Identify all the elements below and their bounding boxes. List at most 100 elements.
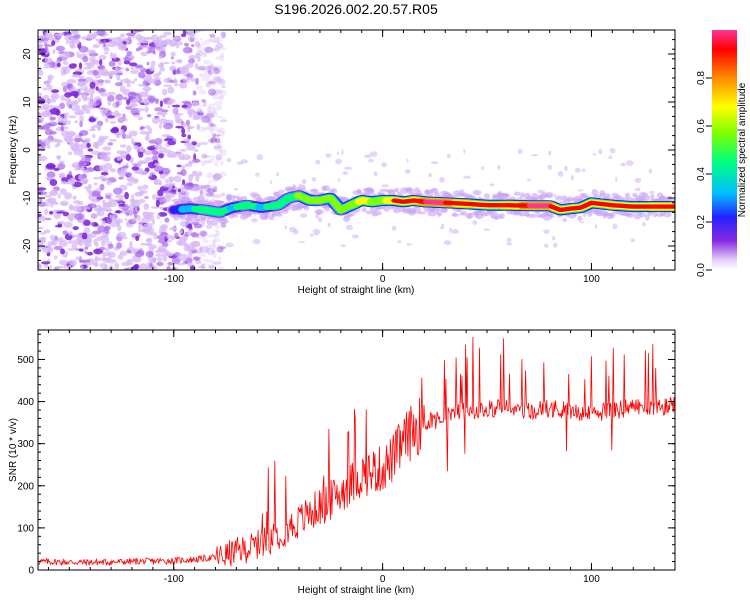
noise-speck bbox=[101, 220, 106, 226]
noise-speck bbox=[125, 172, 132, 177]
noise-speck bbox=[58, 160, 65, 164]
noise-speck bbox=[99, 154, 109, 161]
noise-speck bbox=[126, 50, 133, 56]
noise-speck bbox=[191, 250, 197, 253]
noise-speck bbox=[105, 207, 112, 213]
noise-speck bbox=[570, 175, 574, 181]
noise-speck bbox=[220, 119, 228, 123]
noise-speck bbox=[72, 195, 77, 200]
noise-speck bbox=[207, 70, 213, 75]
noise-speck bbox=[218, 265, 224, 270]
ridge-halo bbox=[440, 208, 448, 213]
noise-speck bbox=[615, 176, 618, 182]
noise-speck bbox=[190, 232, 199, 238]
noise-speck bbox=[171, 237, 175, 241]
noise-speck bbox=[213, 89, 224, 94]
noise-speck bbox=[195, 143, 201, 148]
noise-speck bbox=[517, 148, 523, 155]
noise-speck bbox=[108, 60, 116, 67]
noise-speck bbox=[472, 220, 478, 225]
noise-speck bbox=[62, 211, 70, 217]
noise-speck bbox=[209, 123, 217, 128]
noise-speck bbox=[148, 45, 156, 54]
noise-speck bbox=[137, 214, 141, 222]
noise-speck bbox=[202, 127, 209, 131]
noise-speck bbox=[381, 184, 389, 188]
noise-speck bbox=[82, 169, 91, 174]
noise-speck bbox=[163, 84, 172, 87]
noise-speck bbox=[167, 140, 177, 146]
noise-speck bbox=[38, 43, 44, 49]
noise-speck bbox=[140, 217, 151, 224]
noise-speck bbox=[181, 127, 186, 135]
noise-speck bbox=[148, 260, 156, 264]
noise-speck bbox=[115, 93, 124, 101]
noise-speck bbox=[132, 217, 137, 222]
ridge-halo bbox=[357, 188, 362, 194]
ridge-halo bbox=[434, 191, 440, 198]
noise-speck bbox=[213, 45, 221, 51]
noise-speck bbox=[139, 160, 150, 164]
noise-speck bbox=[90, 213, 98, 220]
noise-speck bbox=[68, 63, 77, 69]
noise-speck bbox=[439, 176, 445, 183]
noise-speck bbox=[139, 263, 148, 270]
noise-speck bbox=[160, 224, 169, 230]
noise-speck bbox=[327, 222, 331, 227]
spectrogram-y-tick-label: -20 bbox=[22, 238, 33, 253]
noise-speck bbox=[115, 210, 121, 214]
noise-speck bbox=[119, 206, 123, 210]
noise-speck bbox=[72, 205, 82, 212]
noise-speck bbox=[198, 114, 207, 120]
noise-speck bbox=[188, 174, 194, 181]
spectrogram-x-tick-label: 100 bbox=[583, 274, 600, 285]
noise-speck bbox=[98, 175, 105, 180]
noise-speck bbox=[547, 164, 553, 171]
noise-speck bbox=[207, 264, 216, 269]
noise-speck bbox=[217, 79, 224, 83]
spectrogram-ridge bbox=[166, 184, 675, 227]
spectrogram-x-tick-label: 0 bbox=[380, 274, 386, 285]
noise-speck bbox=[298, 241, 306, 244]
noise-speck bbox=[191, 44, 195, 48]
noise-speck bbox=[156, 256, 162, 262]
noise-speck bbox=[84, 243, 92, 248]
noise-speck bbox=[145, 88, 149, 96]
noise-speck bbox=[216, 37, 220, 44]
noise-speck bbox=[180, 165, 186, 170]
ridge-halo bbox=[182, 197, 191, 202]
noise-speck bbox=[626, 160, 634, 166]
noise-speck bbox=[342, 171, 349, 176]
noise-speck bbox=[234, 188, 239, 191]
noise-speck bbox=[138, 198, 146, 204]
noise-speck bbox=[204, 116, 212, 120]
noise-speck bbox=[155, 253, 165, 257]
noise-speck bbox=[106, 71, 115, 74]
noise-speck bbox=[218, 89, 227, 96]
noise-speck bbox=[159, 67, 166, 72]
ridge-halo bbox=[369, 189, 375, 195]
noise-speck bbox=[144, 157, 153, 162]
noise-speck bbox=[215, 137, 221, 143]
noise-speck bbox=[564, 165, 568, 172]
noise-speck bbox=[574, 167, 581, 173]
noise-speck bbox=[197, 114, 206, 121]
noise-speck bbox=[217, 115, 224, 119]
ridge-halo bbox=[316, 209, 322, 215]
noise-speck bbox=[83, 219, 91, 226]
noise-speck bbox=[58, 174, 64, 179]
noise-speck bbox=[41, 103, 51, 109]
ridge-halo bbox=[519, 192, 525, 199]
noise-speck bbox=[124, 218, 128, 221]
noise-speck bbox=[252, 238, 261, 245]
noise-speck bbox=[219, 171, 227, 178]
ridge-halo bbox=[632, 192, 638, 197]
noise-speck bbox=[195, 52, 202, 59]
noise-speck bbox=[62, 86, 67, 93]
noise-speck bbox=[95, 86, 99, 91]
noise-speck bbox=[66, 83, 72, 89]
noise-speck bbox=[205, 247, 215, 255]
noise-speck bbox=[88, 128, 97, 132]
noise-speck bbox=[204, 118, 211, 122]
noise-speck bbox=[211, 76, 221, 79]
